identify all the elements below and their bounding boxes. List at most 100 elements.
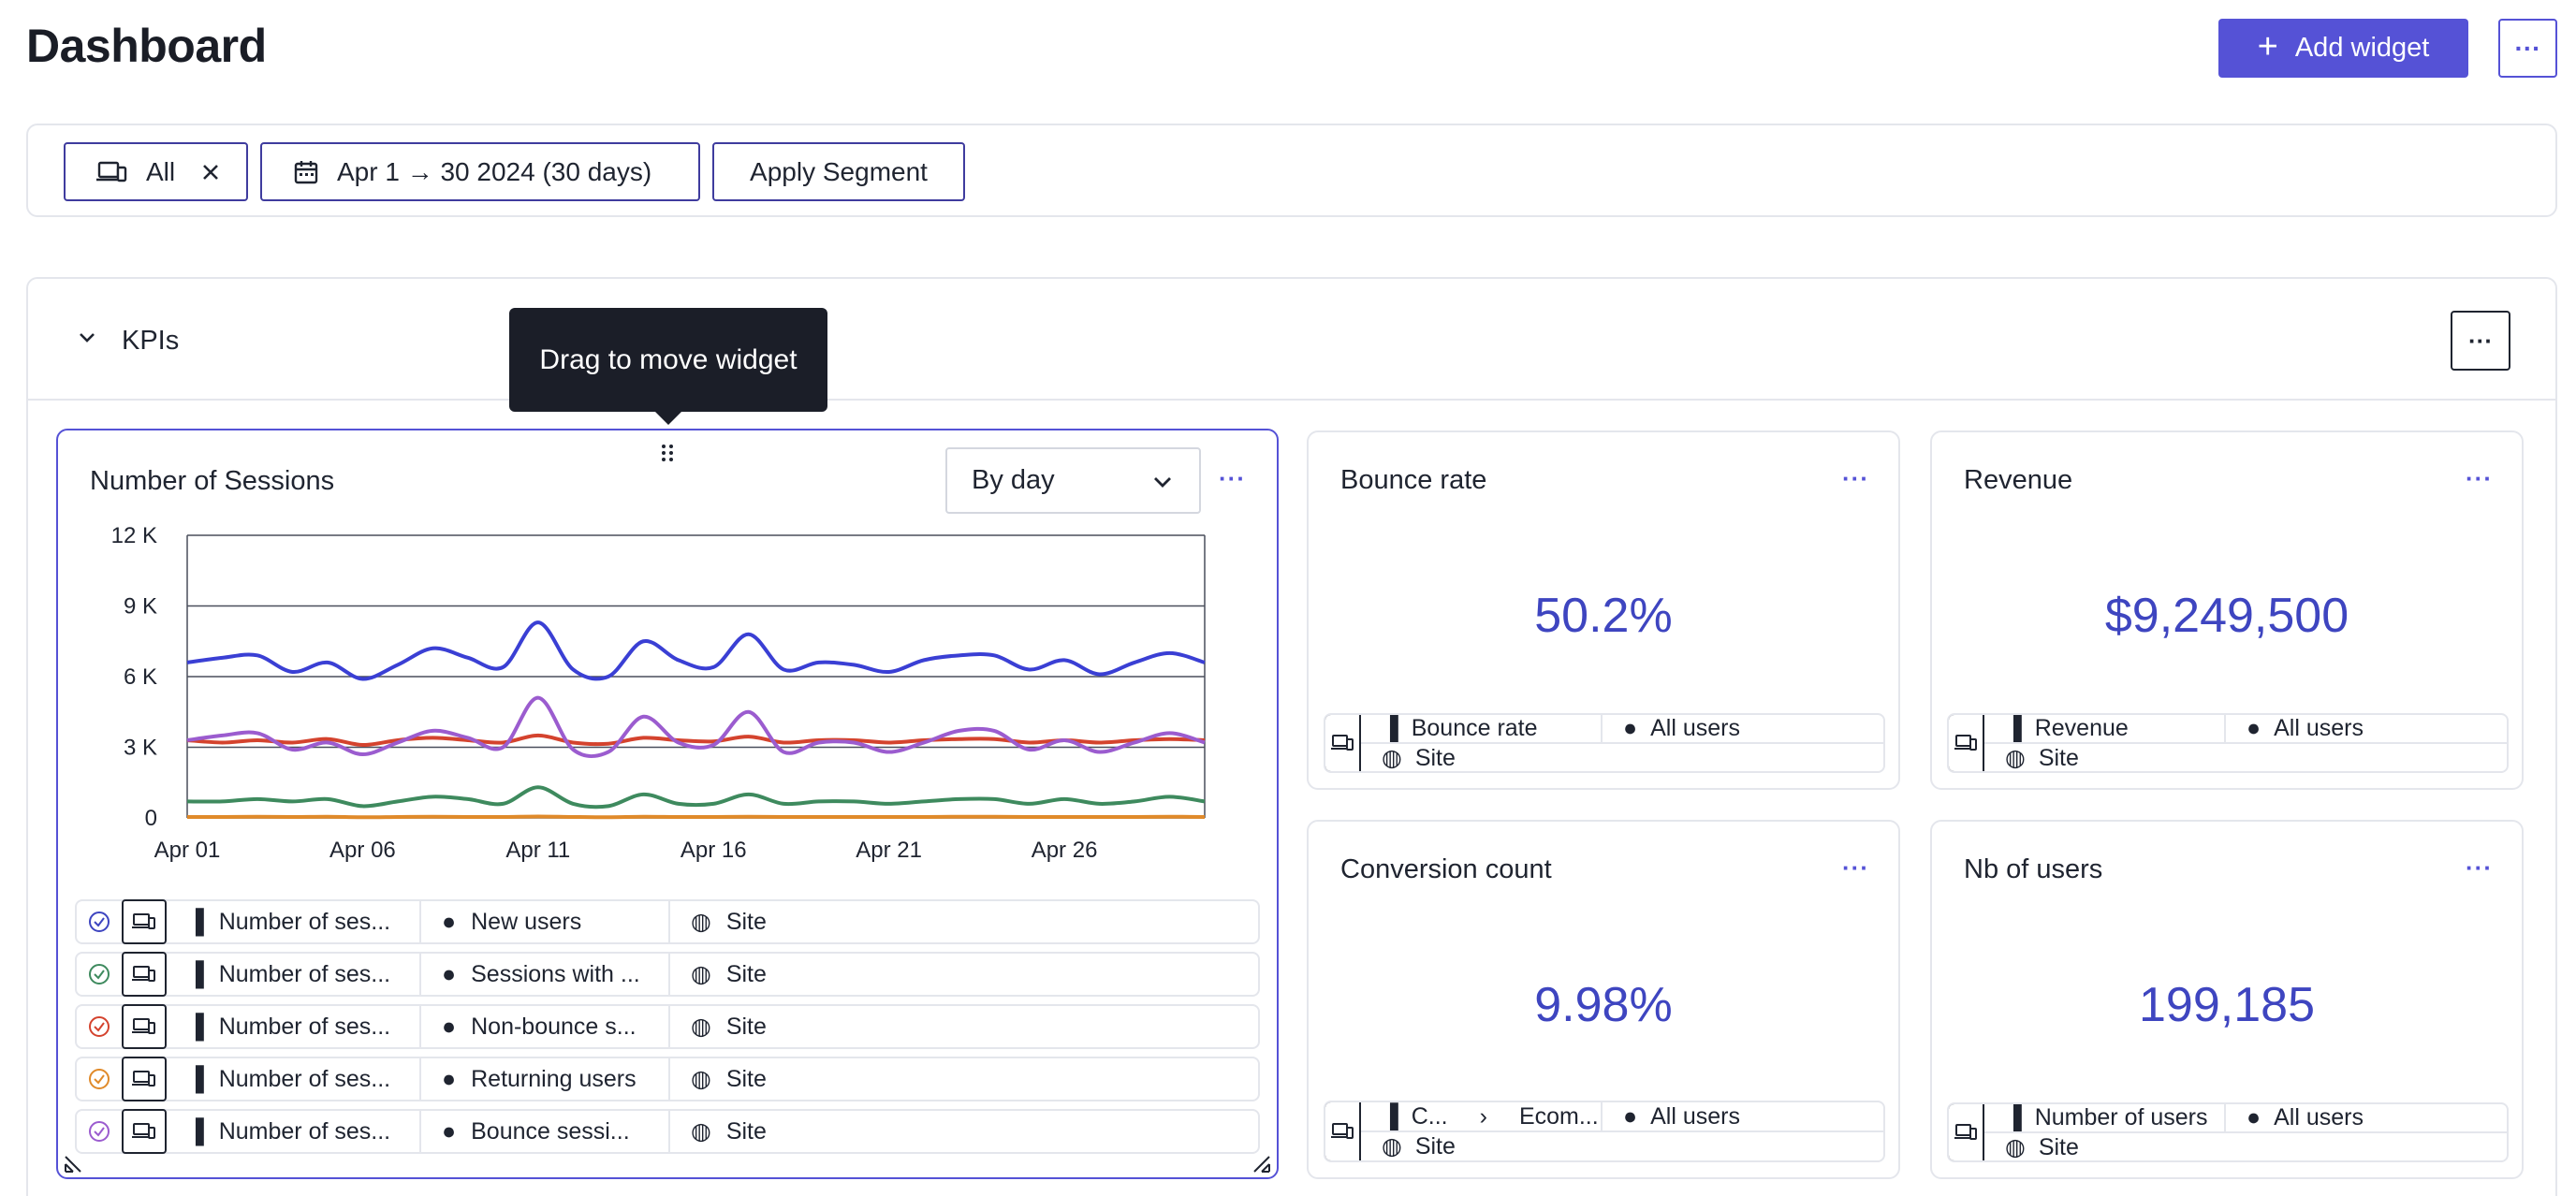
devices-icon [1325,1102,1361,1160]
series-segment: Bounce sessi... [471,1117,630,1145]
series-segment: Sessions with ... [471,960,640,987]
chevron-down-icon[interactable] [77,328,97,353]
drag-handle-icon[interactable] [661,444,674,467]
widget-metric-info: ▐ Number of users ● All users ◍ Site [1947,1102,2509,1162]
devices-icon [122,1004,167,1049]
y-tick-label: 3 K [124,736,157,761]
series-segment: Non-bounce s... [471,1013,637,1040]
chevron-down-icon [1154,477,1171,488]
series-scope: Site [725,908,767,935]
user-icon: ● [442,960,457,987]
segment-label: All users [1650,715,1740,741]
section-more-button[interactable]: ··· [2451,311,2510,371]
check-circle-icon[interactable] [77,1068,122,1090]
scope-label: Site [1414,1132,1456,1160]
globe-icon: ◍ [2005,745,2026,771]
date-range-filter[interactable]: Apr 1 → 30 2024 (30 days) [260,142,700,201]
kpi-value: 9.98% [1534,978,1673,1032]
metric-label: Number of users [2034,1104,2208,1130]
series-row[interactable]: ▐ Number of ses... ● Returning users ◍ Site [75,1057,1260,1101]
granularity-select[interactable]: By day [945,447,1201,514]
calendar-icon [294,159,318,185]
x-tick-label: Apr 21 [856,838,922,863]
resize-handle-icon[interactable] [1252,1155,1271,1178]
x-tick-label: Apr 11 [505,838,570,863]
series-metric: Number of ses... [218,908,391,935]
series-row[interactable]: ▐ Number of ses... ● Sessions with ... ◍ Site [75,952,1260,997]
segment-label: All users [2274,1104,2364,1130]
widget-metric-info: ▐ C... › Ecom... ● All users ◍ Site [1324,1101,1885,1162]
metric-label: C... [1411,1102,1448,1130]
widget-title: Conversion count [1340,854,1552,884]
bar-chart-icon: ▐ [187,908,204,935]
metric-sub-label: Ecom... [1518,1102,1599,1130]
devices-icon [1949,1104,1984,1160]
resize-handle-icon[interactable] [64,1155,82,1178]
widget-title: Revenue [1964,465,2073,495]
devices-icon [95,160,127,184]
devices-icon [1949,715,1984,771]
bar-chart-icon: ▐ [1382,1102,1398,1130]
scope-label: Site [2038,744,2079,771]
revenue-widget[interactable]: Revenue ··· $9,249,500 ▐ Revenue ● All use… [1930,430,2524,790]
section-title[interactable]: KPIs [122,326,180,356]
sessions-line-chart: 0 3 K 6 K 9 K 12 K Apr 01 Apr 06 Apr 11 Apr 16 Ap… [111,523,1206,863]
bar-chart-icon: ▐ [1382,715,1398,741]
series-segment: New users [471,908,582,935]
series-scope: Site [725,960,767,987]
check-circle-icon[interactable] [77,1120,122,1143]
series-row[interactable]: ▐ Number of ses... ● Non-bounce s... ◍ Site [75,1004,1260,1049]
series-scope: Site [725,1117,767,1145]
dashboard-more-button[interactable]: ··· [2498,19,2557,78]
metric-label: Bounce rate [1411,715,1538,741]
device-filter[interactable]: All [64,142,248,201]
add-widget-button[interactable]: + Add widget [2218,19,2468,78]
page-title: Dashboard [26,20,267,72]
globe-icon: ◍ [691,909,711,935]
series-metric: Number of ses... [218,1117,391,1145]
series-line [186,814,1206,820]
globe-icon: ◍ [691,1014,711,1040]
filter-bar: All Apr 1 → 30 2024 (30 days) Apply Segm… [26,124,2557,217]
y-tick-label: 9 K [124,594,157,620]
user-icon: ● [2247,1104,2261,1130]
widget-more-button[interactable]: ··· [1842,464,1869,492]
nb-users-widget[interactable]: Nb of users ··· 199,185 ▐ Number of users… [1930,820,2524,1179]
check-circle-icon[interactable] [77,963,122,985]
series-line [186,695,1206,759]
widget-more-button[interactable]: ··· [2466,853,2493,882]
y-tick-label: 6 K [124,664,157,690]
chevron-right-icon: › [1479,1102,1487,1130]
granularity-label: By day [972,465,1055,495]
y-tick-label: 12 K [111,523,157,548]
section-header: KPIs ··· [28,279,2555,401]
bounce-rate-widget[interactable]: Bounce rate ··· 50.2% ▐ Bounce rate ● All … [1307,430,1900,790]
apply-segment-button[interactable]: Apply Segment [712,142,965,201]
widget-more-button[interactable]: ··· [1219,464,1246,492]
bar-chart-icon: ▐ [2005,1104,2022,1130]
check-circle-icon[interactable] [77,911,122,933]
series-scope: Site [725,1065,767,1092]
x-tick-label: Apr 26 [1032,838,1098,863]
user-icon: ● [442,1065,457,1092]
widget-more-button[interactable]: ··· [1842,853,1869,882]
series-line [186,620,1206,681]
sessions-widget[interactable]: Number of Sessions ··· [56,429,1279,1179]
date-range-label: Apr 1 → 30 2024 (30 days) [337,156,652,186]
check-circle-icon[interactable] [77,1015,122,1038]
user-icon: ● [2247,715,2261,741]
drag-tooltip: Drag to move widget [509,308,827,425]
series-segment: Returning users [471,1065,637,1092]
user-icon: ● [442,1013,457,1040]
globe-icon: ◍ [1382,745,1402,771]
segment-label: All users [1650,1102,1740,1130]
kpi-value: 50.2% [1534,589,1673,643]
close-icon[interactable] [201,163,220,182]
user-icon: ● [442,1117,457,1145]
conversion-count-widget[interactable]: Conversion count ··· 9.98% ▐ C... › Ecom...… [1307,820,1900,1179]
series-line [186,733,1206,747]
series-row[interactable]: ▐ Number of ses... ● New users ◍ Site [75,899,1260,944]
widget-more-button[interactable]: ··· [2466,464,2493,492]
series-row[interactable]: ▐ Number of ses... ● Bounce sessi... ◍ Site [75,1109,1260,1154]
devices-icon [1325,715,1361,771]
